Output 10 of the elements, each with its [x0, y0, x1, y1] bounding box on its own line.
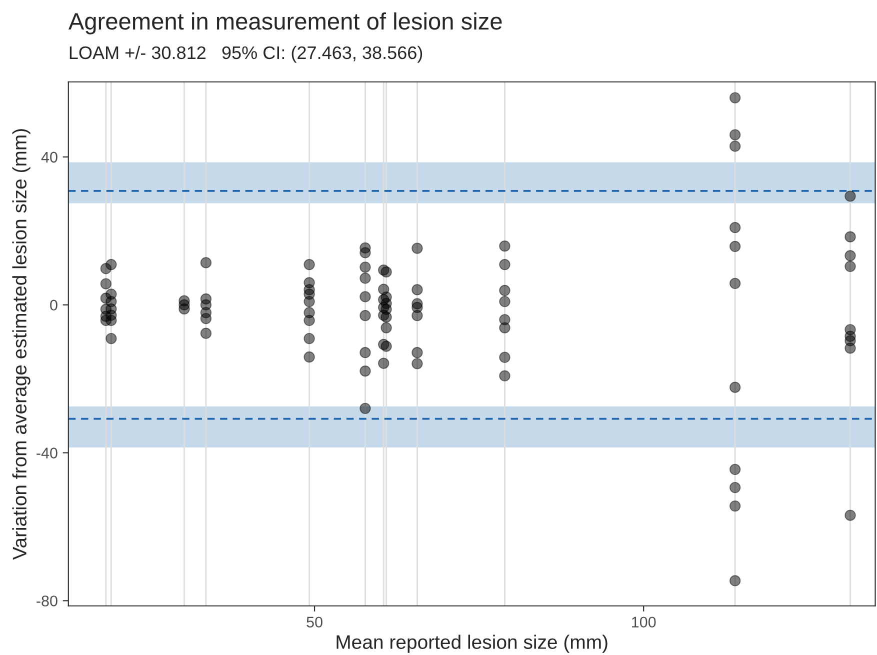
y-tick-label: -80 [36, 596, 58, 606]
x-tick-label: 100 [632, 616, 656, 628]
y-tick-label: 40 [41, 152, 58, 163]
x-axis-title: Mean reported lesion size (mm) [336, 634, 608, 653]
y-tick-label: 0 [50, 300, 58, 311]
chart-subtitle: LOAM +/- 30.812 95% CI: (27.463, 38.566) [70, 46, 422, 63]
y-tick-label: -40 [36, 448, 58, 458]
y-axis-title: Variation from average estimated lesion size (mm) [12, 129, 30, 560]
chart-title: Agreement in measurement of lesion size [68, 12, 502, 34]
x-tick-label: 50 [306, 616, 322, 628]
